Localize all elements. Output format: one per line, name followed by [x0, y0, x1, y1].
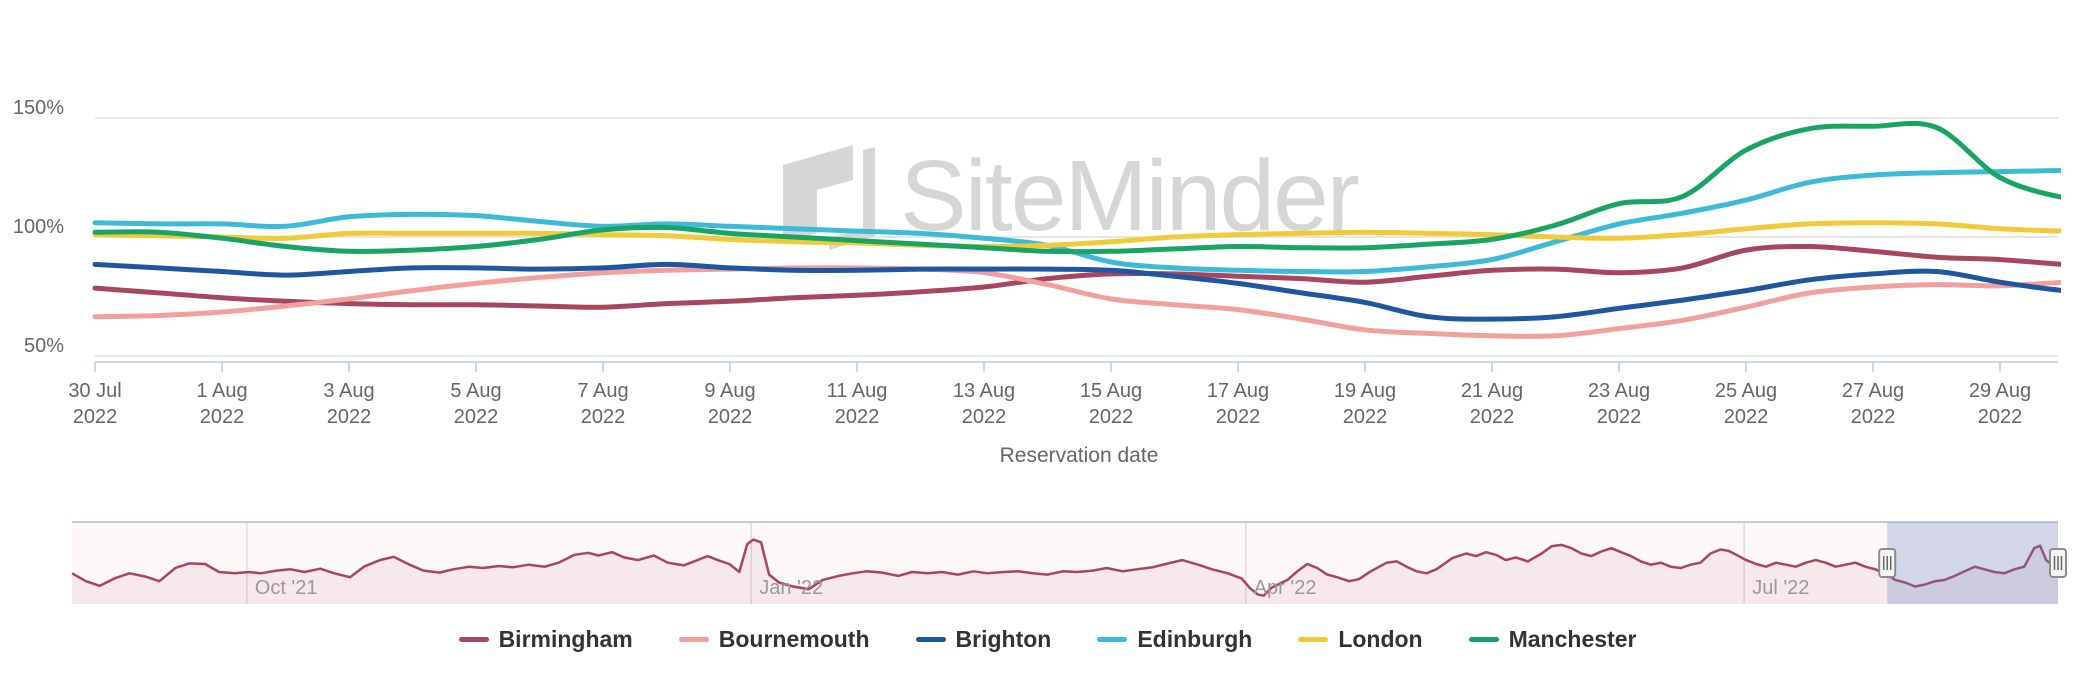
gridlines [95, 117, 2058, 357]
x-axis-label: 1 Aug 2022 [196, 378, 247, 430]
x-axis-label-year: 2022 [1342, 406, 1388, 428]
x-axis-label: 27 Aug 2022 [1842, 378, 1904, 430]
series-line-bournemouth [92, 265, 2061, 339]
x-axis-label-date: 11 Aug [826, 380, 888, 402]
x-axis-label-year: 2022 [1469, 406, 1515, 428]
x-axis-label-date: 29 Aug [1968, 380, 2032, 402]
legend-item-bournemouth[interactable]: Bournemouth [678, 626, 870, 653]
legend-marker-icon [1097, 637, 1128, 642]
y-axis-label: 100% [12, 216, 64, 238]
x-axis-label-date: 13 Aug [952, 380, 1016, 402]
legend: Birmingham Bournemouth Brighton Edinburgh Lo… [0, 626, 2095, 653]
series-line-london [92, 220, 2061, 249]
x-axis-label: 15 Aug 2022 [1080, 378, 1142, 430]
x-axis-label: 30 Jul 2022 [68, 378, 121, 430]
legend-item-birmingham[interactable]: Birmingham [458, 626, 633, 653]
x-axis-label-date: 3 Aug [323, 380, 375, 402]
x-axis-label-date: 21 Aug [1460, 380, 1524, 402]
x-axis-label: 25 Aug 2022 [1715, 378, 1777, 430]
x-axis-label-year: 2022 [580, 406, 626, 428]
x-axis-label-year: 2022 [1088, 406, 1134, 428]
navigator-handle-left[interactable] [1878, 548, 1897, 578]
y-axis-label: 50% [23, 335, 64, 357]
legend-item-london[interactable]: London [1298, 626, 1423, 653]
navigator-label: Apr '22 [1253, 577, 1317, 599]
x-axis-label-date: 1 Aug [196, 380, 248, 402]
legend-marker-icon [458, 637, 489, 642]
x-axis-label-date: 15 Aug [1079, 380, 1143, 402]
x-axis-label-year: 2022 [1850, 406, 1896, 428]
x-axis-label-date: 25 Aug [1714, 380, 1778, 402]
x-axis-label-date: 23 Aug [1587, 380, 1651, 402]
x-axis-label-date: 7 Aug [577, 380, 629, 402]
x-axis-title: Reservation date [999, 444, 1159, 467]
navigator-label: Jul '22 [1752, 577, 1810, 599]
x-axis-label-year: 2022 [1215, 406, 1261, 428]
series-line-birmingham [92, 243, 2061, 310]
x-axis-label-date: 19 Aug [1333, 380, 1397, 402]
x-axis-label-year: 2022 [1977, 406, 2023, 428]
x-axis-label: 11 Aug 2022 [827, 378, 888, 430]
x-axis-label-year: 2022 [1723, 406, 1769, 428]
navigator [71, 521, 2067, 604]
x-axis-label: 29 Aug 2022 [1969, 378, 2031, 430]
series-line-brighton [92, 261, 2061, 322]
legend-label: Bournemouth [718, 626, 870, 652]
series-line-manchester [92, 120, 2061, 255]
x-axis-label-year: 2022 [961, 406, 1007, 428]
x-axis-label: 5 Aug 2022 [450, 378, 501, 430]
x-axis-label-year: 2022 [453, 406, 499, 428]
x-axis-label: 17 Aug 2022 [1207, 378, 1269, 430]
y-axis-label: 150% [12, 97, 64, 119]
x-axis-label-date: 9 Aug [704, 380, 756, 402]
x-axis-label-year: 2022 [1596, 406, 1642, 428]
x-axis-label: 19 Aug 2022 [1334, 378, 1396, 430]
x-axis-label-year: 2022 [199, 406, 245, 428]
legend-item-brighton[interactable]: Brighton [915, 626, 1052, 653]
navigator-label: Oct '21 [254, 577, 318, 599]
legend-item-edinburgh[interactable]: Edinburgh [1097, 626, 1252, 653]
x-axis-label-date: 5 Aug [450, 380, 502, 402]
x-axis [94, 361, 2058, 372]
legend-marker-icon [915, 637, 946, 642]
legend-item-manchester[interactable]: Manchester [1468, 626, 1637, 653]
series-line-edinburgh [92, 167, 2061, 275]
x-axis-label: 23 Aug 2022 [1588, 378, 1650, 430]
legend-label: Edinburgh [1137, 626, 1253, 652]
navigator-selected-range[interactable] [1887, 522, 2058, 604]
x-axis-label-date: 30 Jul [68, 380, 122, 402]
navigator-label: Jan '22 [759, 577, 824, 599]
legend-marker-icon [1298, 637, 1329, 642]
x-axis-label: 3 Aug 2022 [323, 378, 374, 430]
legend-label: Birmingham [498, 626, 633, 652]
legend-label: London [1338, 626, 1423, 652]
x-axis-label: 13 Aug 2022 [953, 378, 1015, 430]
navigator-handle-right[interactable] [2049, 548, 2067, 578]
x-axis-label-year: 2022 [707, 406, 753, 428]
legend-marker-icon [678, 637, 709, 642]
x-axis-label-year: 2022 [326, 406, 372, 428]
siteminder-logo-icon [783, 145, 853, 243]
x-axis-label: 9 Aug 2022 [704, 378, 755, 430]
x-axis-label: 21 Aug 2022 [1461, 378, 1523, 430]
x-axis-label-year: 2022 [834, 406, 880, 428]
legend-label: Manchester [1508, 626, 1637, 652]
x-axis-label-year: 2022 [72, 406, 118, 428]
legend-label: Brighton [955, 626, 1052, 652]
legend-marker-icon [1468, 637, 1499, 642]
navigator-series-line [71, 538, 2059, 597]
x-axis-label-date: 27 Aug [1841, 380, 1905, 402]
x-axis-label: 7 Aug 2022 [577, 378, 628, 430]
series-lines [92, 120, 2061, 339]
x-axis-label-date: 17 Aug [1206, 380, 1270, 402]
navigator-background [72, 522, 2058, 604]
